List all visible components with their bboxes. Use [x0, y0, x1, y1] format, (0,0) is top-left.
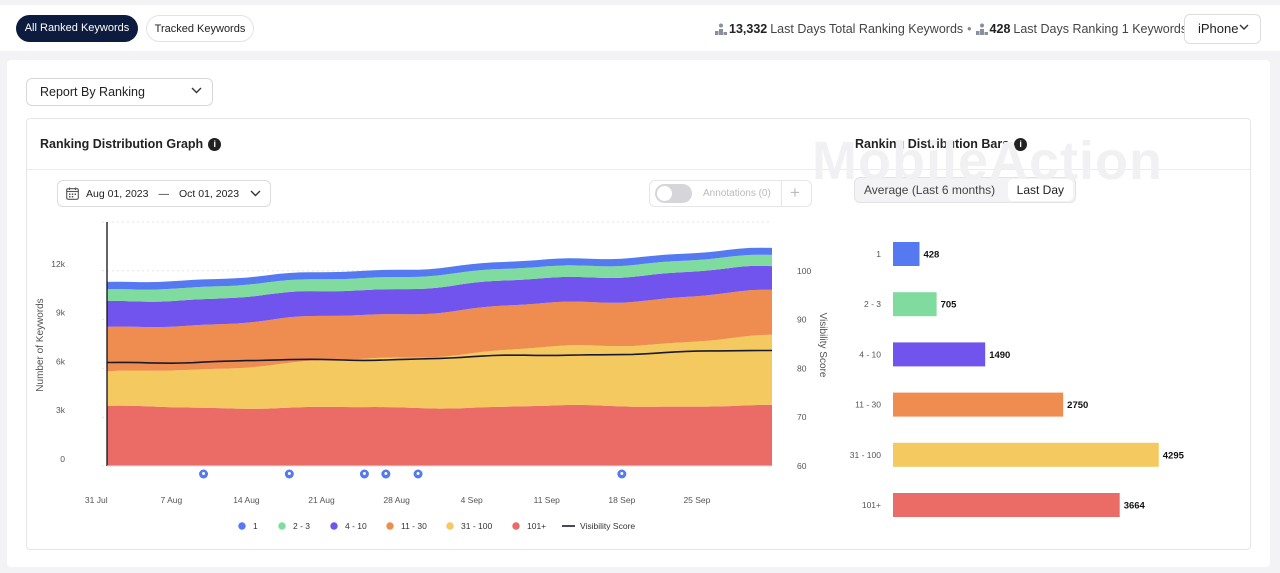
- total-keywords-label: Last Days Total Ranking Keywords: [770, 21, 964, 36]
- date-range-picker[interactable]: Aug 01, 2023 — Oct 01, 2023: [57, 180, 271, 207]
- segment-average-6-months[interactable]: Average (Last 6 months): [864, 183, 996, 197]
- card-header: Ranking Distribution Graph i Ranking Dis…: [27, 119, 1250, 170]
- segment-last-day[interactable]: Last Day: [1007, 179, 1073, 201]
- graph-title-text: Ranking Distribution Graph: [40, 137, 204, 151]
- ranking-podium-icon: [715, 23, 727, 35]
- stats-separator: •: [967, 21, 972, 36]
- date-start: Aug 01, 2023: [86, 187, 149, 200]
- annotations-toggle[interactable]: [655, 184, 692, 203]
- graph-title: Ranking Distribution Graph i: [40, 137, 222, 151]
- rank1-keywords-label: Last Days Ranking 1 Keywords: [1013, 21, 1188, 36]
- chevron-down-icon: [250, 190, 261, 197]
- annotations-control: Annotations (0) +: [649, 180, 812, 207]
- mobileaction-watermark: MobileAction: [812, 131, 1163, 191]
- chevron-down-icon: [191, 87, 202, 94]
- add-annotation-button[interactable]: +: [781, 181, 808, 206]
- tab-tracked-keywords[interactable]: Tracked Keywords: [146, 15, 254, 42]
- annotations-label: Annotations (0): [703, 188, 771, 199]
- total-keywords-value: 13,332: [729, 21, 768, 36]
- top-bar: All Ranked Keywords Tracked Keywords 13,…: [0, 5, 1280, 51]
- info-icon[interactable]: i: [1014, 137, 1028, 151]
- tab-all-ranked-keywords[interactable]: All Ranked Keywords: [16, 15, 138, 42]
- rank1-keywords-value: 428: [989, 21, 1011, 36]
- report-type-value: Report By Ranking: [40, 85, 145, 99]
- device-select-value: iPhone: [1198, 21, 1239, 36]
- ranking-podium-icon: [975, 23, 988, 35]
- ranking-distribution-card: Ranking Distribution Graph i Ranking Dis…: [26, 118, 1251, 550]
- date-end: Oct 01, 2023: [178, 187, 240, 200]
- bars-title: Ranking Distribution Bars i: [855, 137, 1028, 151]
- toggle-knob: [657, 186, 672, 201]
- calendar-icon: [66, 187, 79, 200]
- bars-title-text: Ranking Distribution Bars: [855, 137, 1010, 151]
- chevron-down-icon: [1239, 24, 1249, 30]
- report-type-select[interactable]: Report By Ranking: [26, 78, 213, 106]
- device-select[interactable]: iPhone: [1184, 14, 1261, 44]
- date-separator: —: [158, 187, 169, 200]
- keyword-stats: 13,332 Last Days Total Ranking Keywords …: [700, 15, 1187, 42]
- info-icon[interactable]: i: [208, 137, 222, 151]
- bars-period-toggle: Average (Last 6 months) Last Day: [854, 177, 1076, 203]
